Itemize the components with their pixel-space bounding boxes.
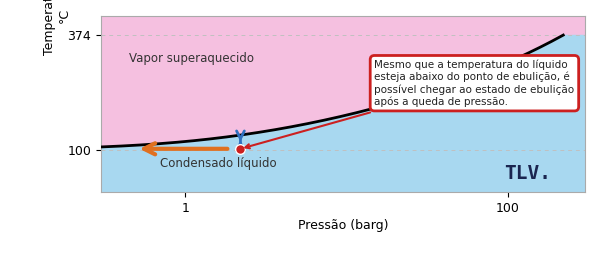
X-axis label: Pressão (barg): Pressão (barg): [298, 219, 388, 232]
Text: Vapor superaquecido: Vapor superaquecido: [129, 52, 254, 65]
Text: Mesmo que a temperatura do líquido
esteja abaixo do ponto de ebulição, é
possíve: Mesmo que a temperatura do líquido estej…: [245, 60, 574, 148]
Text: Condensado líquido: Condensado líquido: [160, 157, 277, 170]
Text: TLV.: TLV.: [504, 164, 551, 183]
Y-axis label: Temperatura
°C: Temperatura °C: [43, 0, 71, 55]
